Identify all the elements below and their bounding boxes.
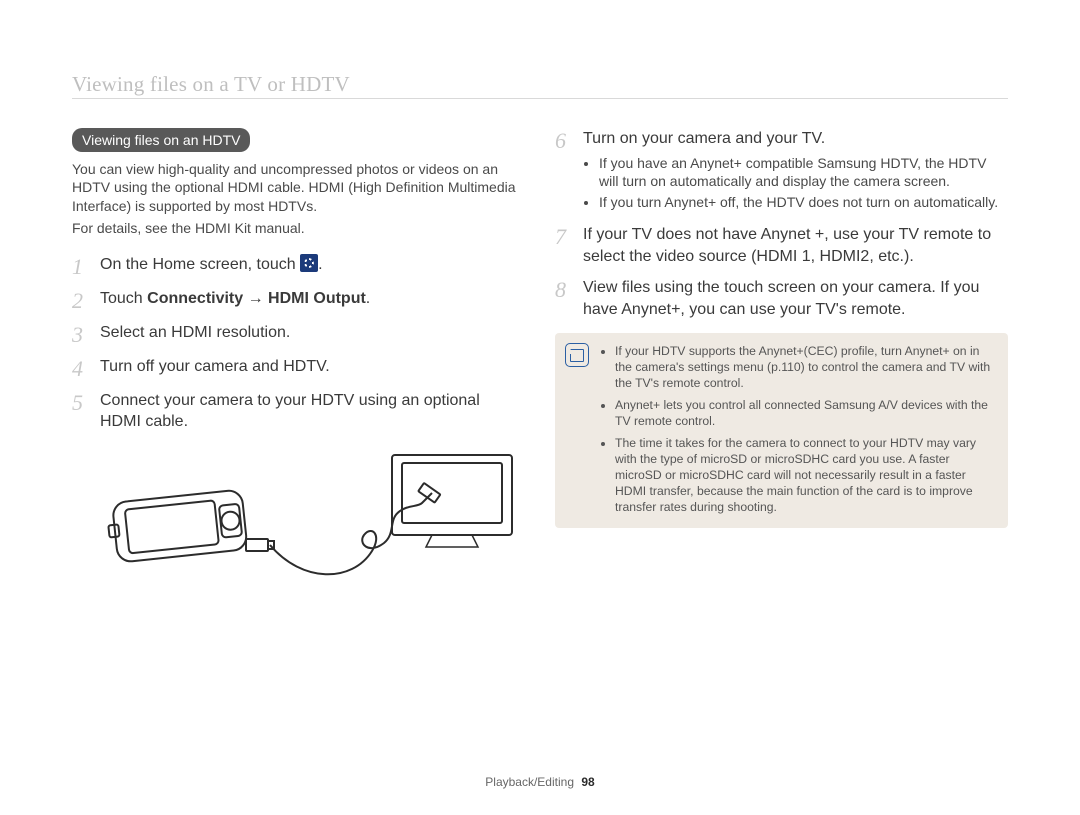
step-2: 2 Touch Connectivity → HDMI Output. bbox=[72, 288, 525, 312]
content-columns: Viewing files on an HDTV You can view hi… bbox=[72, 128, 1008, 593]
connection-diagram bbox=[72, 443, 525, 593]
step-number: 2 bbox=[72, 290, 90, 312]
note-item-2: Anynet+ lets you control all connected S… bbox=[615, 397, 996, 429]
step-1: 1 On the Home screen, touch . bbox=[72, 254, 525, 278]
step-number: 6 bbox=[555, 130, 573, 152]
step-body: Connect your camera to your HDTV using a… bbox=[100, 390, 525, 433]
step-1-text-post: . bbox=[318, 256, 322, 273]
left-column: Viewing files on an HDTV You can view hi… bbox=[72, 128, 525, 593]
step-number: 7 bbox=[555, 226, 573, 248]
camera-hdtv-illustration bbox=[72, 443, 532, 593]
step-2-post: . bbox=[366, 290, 370, 307]
page-footer: Playback/Editing 98 bbox=[0, 775, 1080, 789]
section-pill: Viewing files on an HDTV bbox=[72, 128, 250, 152]
step-body: Turn on your camera and your TV. If you … bbox=[583, 128, 1008, 214]
step-2-bold1: Connectivity bbox=[147, 290, 243, 307]
step-number: 4 bbox=[72, 358, 90, 380]
step-body: Touch Connectivity → HDMI Output. bbox=[100, 288, 370, 310]
intro-paragraph-2: For details, see the HDMI Kit manual. bbox=[72, 219, 525, 237]
step-6-sub-1: If you have an Anynet+ compatible Samsun… bbox=[599, 154, 1008, 192]
step-body: Turn off your camera and HDTV. bbox=[100, 356, 330, 378]
step-3: 3 Select an HDMI resolution. bbox=[72, 322, 525, 346]
note-callout: If your HDTV supports the Anynet+(CEC) p… bbox=[555, 333, 1008, 528]
note-item-1: If your HDTV supports the Anynet+(CEC) p… bbox=[615, 343, 996, 391]
intro-paragraph-1: You can view high-quality and uncompress… bbox=[72, 160, 525, 215]
note-list: If your HDTV supports the Anynet+(CEC) p… bbox=[599, 343, 996, 516]
step-4: 4 Turn off your camera and HDTV. bbox=[72, 356, 525, 380]
step-number: 5 bbox=[72, 392, 90, 414]
step-5: 5 Connect your camera to your HDTV using… bbox=[72, 390, 525, 433]
step-6-subpoints: If you have an Anynet+ compatible Samsun… bbox=[583, 154, 1008, 213]
step-2-pre: Touch bbox=[100, 290, 147, 307]
step-number: 1 bbox=[72, 256, 90, 278]
settings-home-icon bbox=[300, 254, 318, 272]
step-body: On the Home screen, touch . bbox=[100, 254, 323, 276]
right-column: 6 Turn on your camera and your TV. If yo… bbox=[555, 128, 1008, 593]
note-item-3: The time it takes for the camera to conn… bbox=[615, 435, 996, 515]
step-body: Select an HDMI resolution. bbox=[100, 322, 290, 344]
step-2-bold2: HDMI Output bbox=[268, 290, 366, 307]
footer-section: Playback/Editing bbox=[485, 775, 574, 789]
step-body: If your TV does not have Anynet +, use y… bbox=[583, 224, 1008, 267]
step-body: View files using the touch screen on you… bbox=[583, 277, 1008, 320]
footer-page-number: 98 bbox=[581, 775, 594, 789]
step-1-text-pre: On the Home screen, touch bbox=[100, 256, 300, 273]
manual-page: Viewing files on a TV or HDTV Viewing fi… bbox=[0, 0, 1080, 815]
step-number: 3 bbox=[72, 324, 90, 346]
heading-rule bbox=[72, 98, 1008, 99]
note-icon bbox=[565, 343, 589, 367]
step-7: 7 If your TV does not have Anynet +, use… bbox=[555, 224, 1008, 267]
page-heading: Viewing files on a TV or HDTV bbox=[72, 72, 350, 97]
step-2-arrow: → bbox=[243, 290, 268, 307]
step-number: 8 bbox=[555, 279, 573, 301]
step-6-sub-2: If you turn Anynet+ off, the HDTV does n… bbox=[599, 193, 1008, 212]
step-6-text: Turn on your camera and your TV. bbox=[583, 130, 825, 147]
step-6: 6 Turn on your camera and your TV. If yo… bbox=[555, 128, 1008, 214]
step-8: 8 View files using the touch screen on y… bbox=[555, 277, 1008, 320]
step-list-left: 1 On the Home screen, touch . 2 Touch Co… bbox=[72, 254, 525, 433]
